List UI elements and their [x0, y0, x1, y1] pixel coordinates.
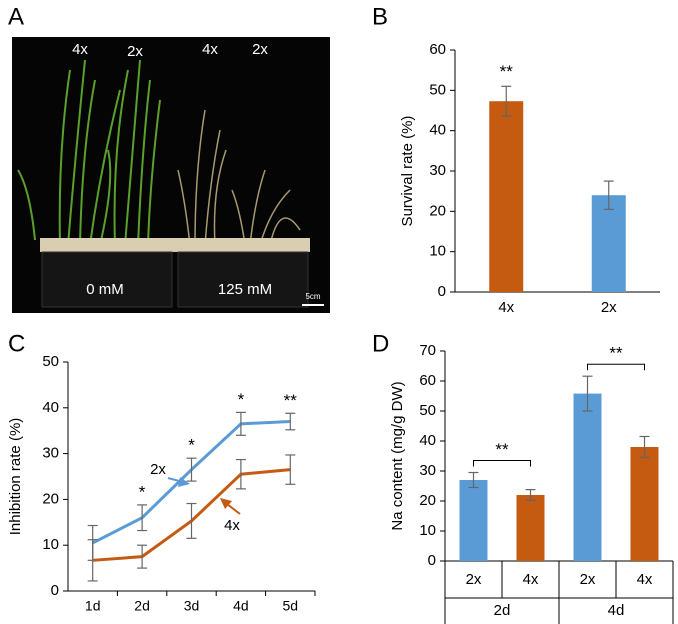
y-tick-label: 10: [42, 536, 59, 553]
scale-label: 5cm: [305, 292, 320, 301]
condition-label: 125 mM: [218, 281, 272, 298]
condition-label: 0 mM: [86, 281, 124, 298]
y-tick-label: 60: [419, 372, 436, 389]
series-arrowhead: [220, 498, 232, 509]
significance: **: [609, 344, 623, 363]
x-tick-label: 4d: [233, 598, 249, 614]
pot: [41, 251, 173, 308]
bar: [489, 101, 524, 293]
panel-label: C: [8, 330, 25, 357]
photo-label: 4x: [202, 41, 218, 58]
group-label: 4d: [608, 602, 625, 619]
x-tick-label: 4x: [498, 299, 514, 316]
y-tick-label: 40: [42, 399, 59, 416]
y-tick-label: 10: [429, 243, 446, 260]
y-tick-label: 0: [428, 552, 436, 569]
panel-label: D: [372, 330, 389, 357]
bar: [591, 195, 626, 292]
photo-label: 2x: [127, 43, 143, 60]
x-tick-label: 2x: [466, 571, 482, 588]
photo-label: 2x: [252, 41, 268, 58]
x-tick-label: 4x: [523, 571, 539, 588]
y-tick-label: 40: [429, 122, 446, 139]
y-tick-label: 70: [419, 342, 436, 359]
x-tick-label: 2d: [134, 598, 150, 614]
bar: [630, 447, 659, 561]
y-tick-label: 0: [438, 283, 446, 300]
bar: [459, 480, 488, 561]
significance: **: [495, 440, 509, 459]
series-label: 2x: [150, 461, 166, 478]
x-tick-label: 4x: [637, 571, 653, 588]
foam: [40, 238, 310, 252]
y-tick-label: 40: [419, 432, 436, 449]
pot: [177, 251, 309, 308]
bar: [573, 393, 602, 561]
group-label: 2d: [494, 602, 511, 619]
y-tick-label: 20: [419, 492, 436, 509]
y-tick-label: 50: [42, 353, 59, 370]
panel-label: B: [372, 3, 388, 30]
y-tick-label: 10: [419, 522, 436, 539]
y-axis-label: Na content (mg/g DW): [389, 381, 406, 530]
y-tick-label: 50: [429, 81, 446, 98]
panel-label: A: [8, 3, 24, 30]
photo: A 4x 2x 4x 2x 0 mM 125 mM 5cm: [8, 3, 330, 313]
y-tick-label: 30: [42, 445, 59, 462]
significance: *: [139, 482, 146, 501]
significance: **: [284, 391, 298, 410]
y-axis-label: Inhibition rate (%): [7, 418, 24, 536]
x-tick-label: 3d: [184, 598, 200, 614]
wilted-plants: [177, 109, 301, 246]
significance: *: [238, 390, 245, 409]
photo-label: 4x: [72, 41, 88, 58]
series-arrowhead: [178, 477, 190, 487]
y-tick-label: 20: [429, 202, 446, 219]
x-tick-label: 2x: [601, 299, 617, 316]
y-tick-label: 0: [51, 582, 59, 599]
bracket: [587, 363, 645, 371]
y-tick-label: 30: [419, 462, 436, 479]
series-label: 4x: [224, 517, 240, 534]
significance: *: [188, 436, 195, 455]
bar: [516, 495, 545, 561]
y-tick-label: 20: [42, 490, 59, 507]
x-tick-label: 1d: [85, 598, 101, 614]
y-tick-label: 50: [419, 402, 436, 419]
y-axis-label: Survival rate (%): [399, 116, 416, 227]
bracket: [473, 460, 531, 467]
significance: **: [500, 62, 514, 81]
plants: [17, 59, 161, 246]
y-tick-label: 30: [429, 162, 446, 179]
x-tick-label: 5d: [283, 598, 299, 614]
series-arrow: [226, 503, 241, 515]
x-tick-label: 2x: [580, 571, 596, 588]
y-tick-label: 60: [429, 41, 446, 58]
